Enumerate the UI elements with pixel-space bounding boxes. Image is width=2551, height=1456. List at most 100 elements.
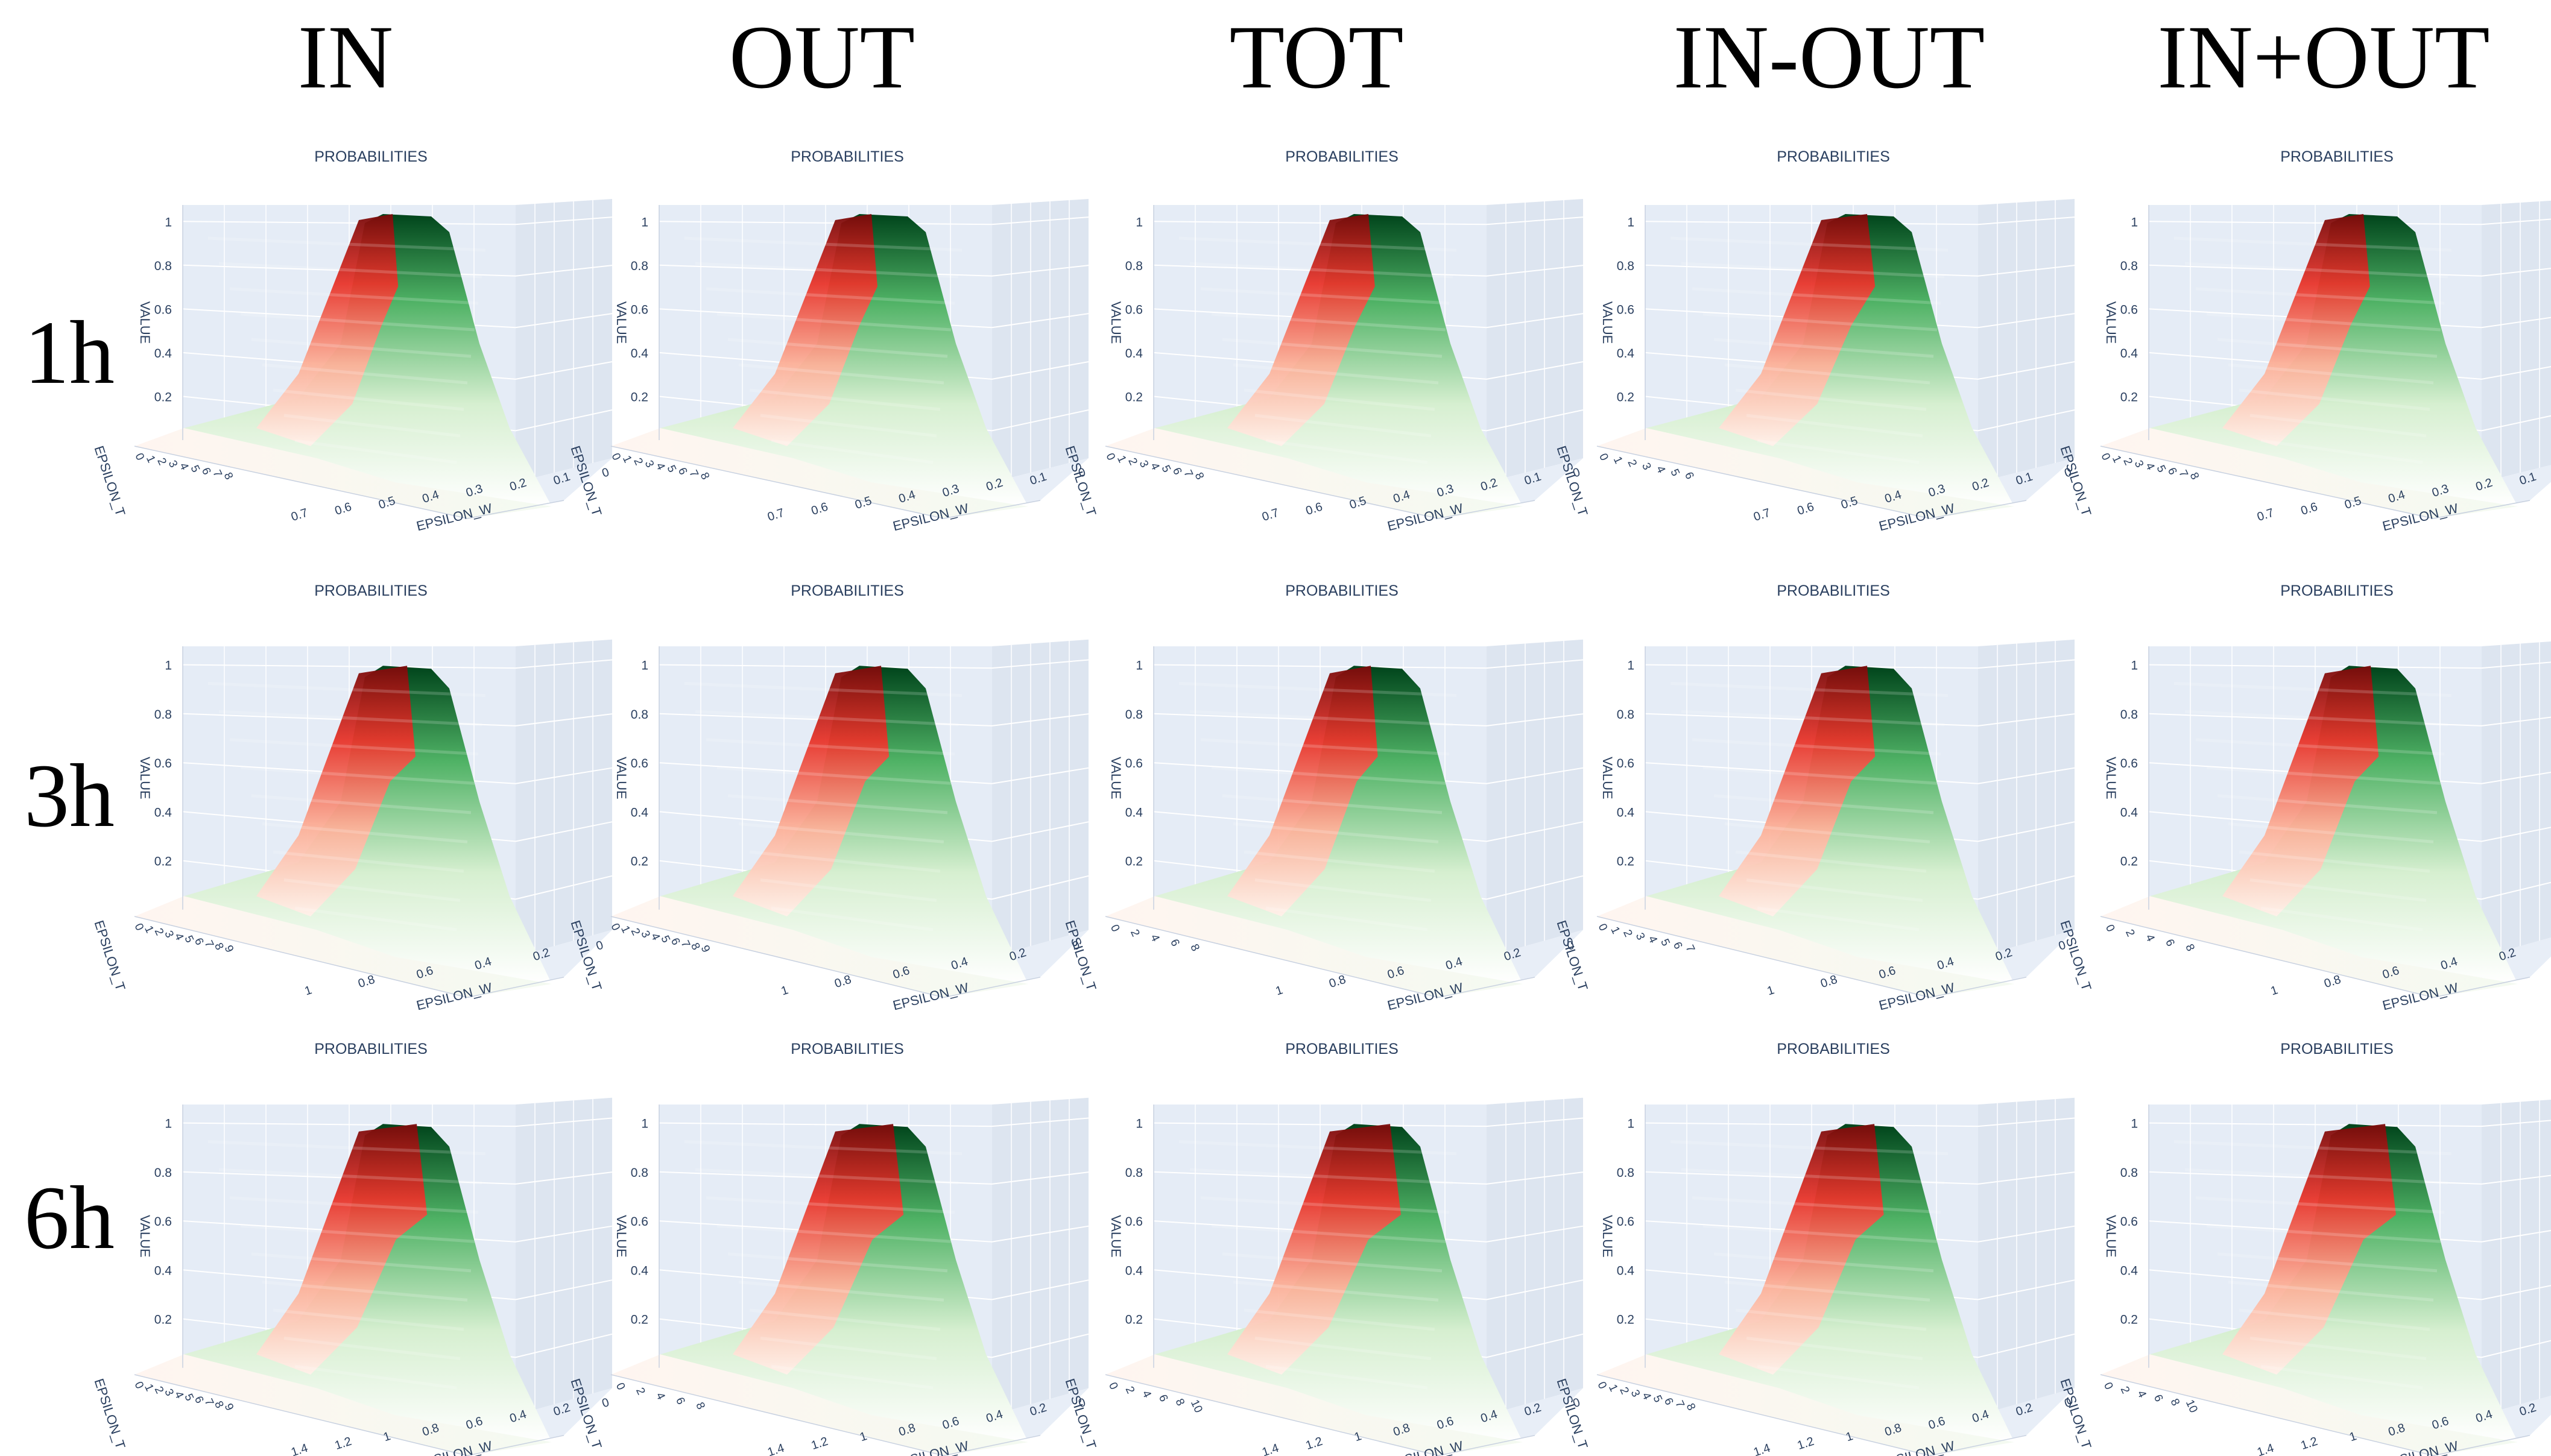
z-tick-label: 0.4	[154, 347, 172, 361]
z-gridline	[659, 762, 1089, 784]
surface-base	[2101, 428, 2518, 518]
z-tick-label: 0.2	[2120, 1313, 2138, 1327]
z-tick-label: 0.8	[631, 259, 648, 273]
surface-terrace	[1254, 1337, 1432, 1361]
surface-terrace	[1211, 312, 1446, 332]
surface	[1597, 666, 2014, 998]
y-tick-label: 0	[1596, 922, 1610, 933]
z-gridline	[2148, 264, 2551, 277]
y-tick-label: 5	[1667, 467, 1682, 478]
chart-panel: PROBABILITIESVALUE0.20.40.60.81012345678…	[1554, 1041, 2075, 1456]
y-tick-label: 2	[1620, 928, 1635, 939]
surface-terrace	[2195, 1196, 2445, 1214]
z-axis-label: VALUE	[1108, 1215, 1124, 1258]
y-tick-label: 6	[1156, 1393, 1171, 1404]
z-tick-label: 1	[1136, 659, 1143, 673]
y-axis	[2100, 1374, 2434, 1456]
surface-terrace	[738, 1280, 944, 1302]
surface-terrace	[738, 822, 944, 843]
surface-terrace	[294, 1364, 457, 1390]
surface-terrace	[240, 766, 475, 785]
surface-terrace	[1670, 682, 1949, 698]
chart-title: PROBABILITIES	[1777, 582, 1890, 599]
chart-title: PROBABILITIES	[2280, 1041, 2394, 1057]
z-tick-label: 0.6	[2120, 757, 2138, 771]
z-tick-label: 0.8	[154, 1166, 172, 1180]
z-gridline	[1645, 1117, 2075, 1127]
z-gridline	[1645, 762, 2075, 784]
surface-terrace	[2217, 1252, 2438, 1273]
surface-terrace	[1200, 287, 1450, 305]
z-gridline	[182, 351, 613, 380]
z-tick-label: 1	[1627, 215, 1634, 229]
surface-terrace	[760, 1337, 937, 1361]
y-axis	[1596, 1374, 1930, 1456]
side-wall	[1487, 639, 1583, 957]
surface-red	[1227, 666, 1378, 916]
x-tick-label: 0.7	[2255, 506, 2275, 525]
surface-terrace	[2195, 287, 2445, 305]
z-gridline	[659, 308, 1089, 329]
surface	[611, 1124, 1028, 1456]
x-tick-label: 1	[303, 983, 313, 998]
surface-terrace	[262, 363, 468, 385]
surface-terrace	[251, 794, 472, 815]
y-axis	[1596, 916, 1930, 998]
x-tick-label: 1	[1765, 983, 1775, 998]
chart-title: PROBABILITIES	[314, 582, 428, 599]
z-axis-label: VALUE	[614, 301, 629, 344]
x-tick-label: 0.7	[766, 506, 786, 525]
surface	[1597, 214, 2014, 518]
surface-terrace	[1254, 414, 1432, 438]
surface-terrace	[283, 878, 461, 903]
z-gridline	[182, 762, 613, 784]
surface-terrace	[684, 1140, 963, 1156]
z-tick-label: 0.4	[2120, 1264, 2138, 1278]
z-gridline	[1153, 762, 1584, 784]
surface-terrace	[283, 414, 461, 438]
z-gridline	[2148, 308, 2551, 329]
y-tick-label: 8	[2183, 942, 2197, 953]
surface-terrace	[738, 363, 944, 385]
y-axis-label: EPSILON_T	[1063, 1376, 1099, 1451]
y-tick-label: 0	[2103, 922, 2117, 933]
z-tick-label: 0.8	[1125, 1166, 1143, 1180]
z-tick-label: 0.4	[631, 1264, 649, 1278]
z-tick-label: 0.6	[1125, 1215, 1143, 1229]
surface-terrace	[294, 906, 457, 931]
column-header-in-plus-out: IN+OUT	[2157, 7, 2490, 107]
surface-terrace	[1681, 710, 1945, 726]
side-wall	[1978, 1097, 2075, 1416]
z-gridline	[2148, 351, 2551, 380]
surface	[1105, 666, 1523, 998]
z-tick-label: 1	[1136, 215, 1143, 229]
surface-red	[256, 666, 416, 916]
z-tick-label: 1	[1136, 1117, 1143, 1131]
z-tick-label: 0.6	[631, 757, 648, 771]
x-tick-label: 0	[600, 465, 610, 480]
surface-terrace	[1244, 850, 1435, 873]
surface-terrace	[2228, 1280, 2434, 1302]
z-tick-label: 0.4	[2120, 805, 2138, 819]
z-tick-label: 0.4	[1125, 805, 1143, 819]
surface-terrace	[218, 1168, 482, 1185]
z-gridline	[659, 713, 1089, 726]
surface-terrace	[2217, 794, 2438, 815]
z-tick-label: 0.2	[1125, 855, 1143, 869]
surface	[134, 666, 552, 998]
z-tick-label: 0.2	[631, 855, 648, 869]
z-gridline	[1153, 811, 1584, 842]
y-axis-label: EPSILON_T	[1063, 444, 1099, 518]
surface-terrace	[240, 1224, 475, 1243]
chart-panel: PROBABILITIESVALUE0.20.40.60.8101234567E…	[1554, 582, 2075, 1013]
side-wall	[2482, 200, 2551, 482]
surface-terrace	[218, 262, 482, 279]
y-axis-label: EPSILON_T	[1063, 918, 1099, 992]
z-gridline	[1645, 264, 2075, 277]
z-gridline	[182, 264, 613, 277]
y-tick-label: 0	[1108, 922, 1122, 933]
z-tick-label: 1	[165, 1117, 172, 1131]
surface-terrace	[1265, 1364, 1428, 1390]
y-tick-label: 2	[2123, 928, 2137, 939]
z-gridline	[182, 1269, 613, 1300]
